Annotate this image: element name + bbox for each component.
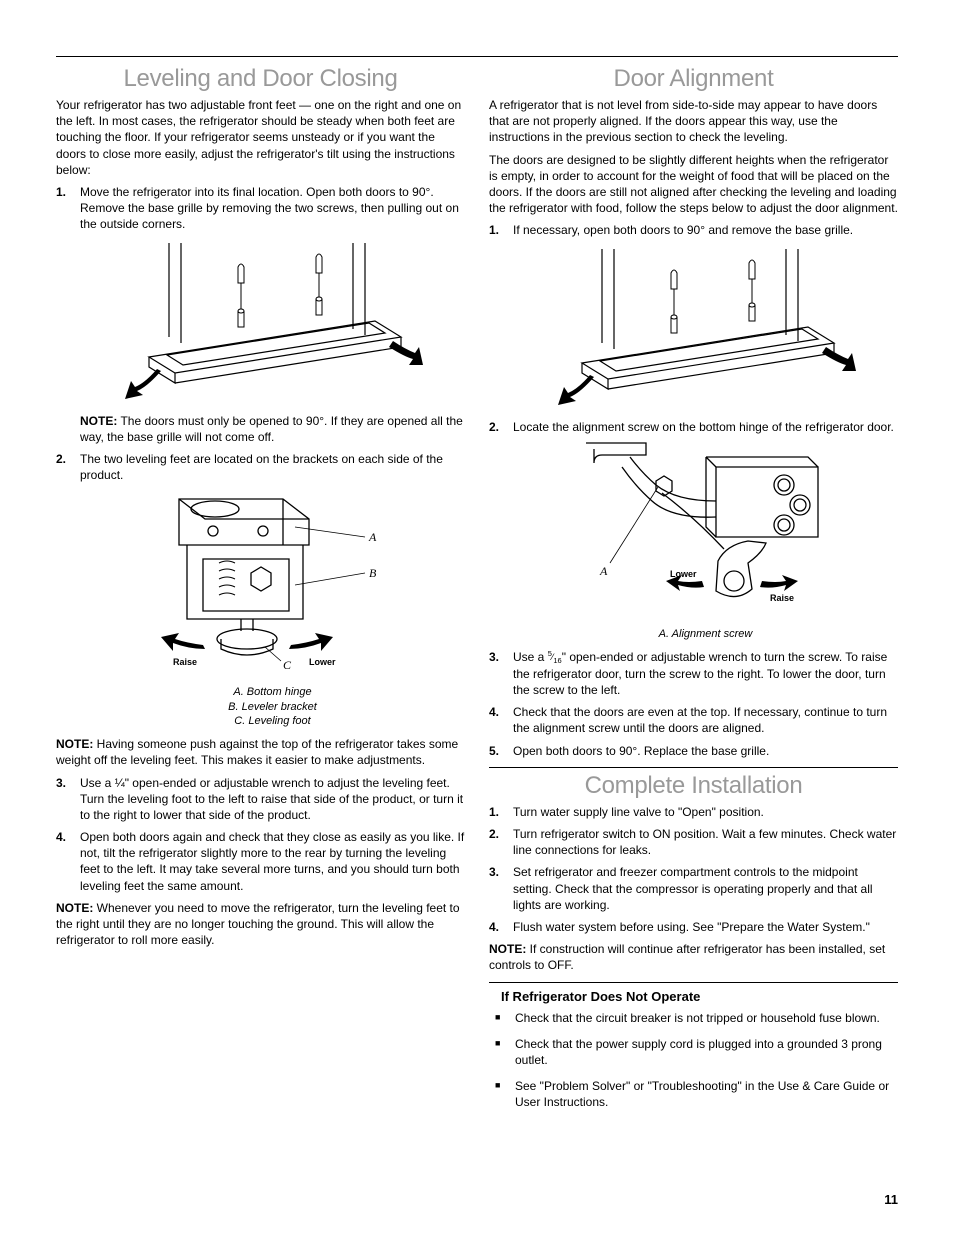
note-label: NOTE: (80, 414, 117, 428)
step3-post: " open-ended or adjustable wrench to adj… (80, 776, 463, 822)
bullet-1: Check that the circuit breaker is not tr… (489, 1010, 898, 1026)
leveling-foot-diagram-icon: A B C Raise Lower (143, 489, 403, 679)
leveling-step-3: 3. Use a ¼" open-ended or adjustable wre… (56, 775, 465, 824)
alignment-screw-diagram-icon: A Lower Raise (566, 441, 846, 621)
does-not-operate-heading: If Refrigerator Does Not Operate (501, 989, 898, 1004)
frac-den: 16 (553, 656, 561, 665)
da-intro-1: A refrigerator that is not level from si… (489, 97, 898, 146)
leveling-note-1: NOTE: The doors must only be opened to 9… (80, 413, 465, 445)
figure-grille-right (513, 245, 898, 413)
ci-step-4-text: Flush water system before using. See "Pr… (513, 920, 870, 934)
top-rule (56, 56, 898, 57)
legend-b: B. Leveler bracket (80, 700, 465, 714)
leveling-note-2: NOTE: Having someone push against the to… (56, 736, 465, 768)
grille-diagram-icon (123, 239, 423, 407)
figure-alignment-screw: A Lower Raise (513, 441, 898, 621)
da-step-2-text: Locate the alignment screw on the bottom… (513, 420, 894, 434)
leveling-steps-cont: 3. Use a ¼" open-ended or adjustable wre… (56, 775, 465, 894)
section-rule (489, 767, 898, 768)
note-3-text: Whenever you need to move the refrigerat… (56, 901, 460, 947)
leveling-step-1: 1. Move the refrigerator into its final … (56, 184, 465, 445)
note-1-text: The doors must only be opened to 90°. If… (80, 414, 463, 444)
legend-c: C. Leveling foot (80, 714, 465, 728)
leveling-step-1-text: Move the refrigerator into its final loc… (80, 185, 459, 231)
da-step3-post: " open-ended or adjustable wrench to tur… (513, 650, 887, 697)
figure-2-legend: A. Bottom hinge B. Leveler bracket C. Le… (80, 685, 465, 728)
leveling-intro: Your refrigerator has two adjustable fro… (56, 97, 465, 178)
raise-label: Raise (173, 657, 197, 667)
bullet-3: See "Problem Solver" or "Troubleshooting… (489, 1078, 898, 1110)
grille-diagram-icon (556, 245, 856, 413)
label-a: A (368, 530, 377, 544)
da-step-5: 5. Open both doors to 90°. Replace the b… (489, 743, 898, 759)
ci-note-text: If construction will continue after refr… (489, 942, 885, 972)
leveling-note-3: NOTE: Whenever you need to move the refr… (56, 900, 465, 949)
label-a: A (599, 564, 608, 578)
da-step-4: 4. Check that the doors are even at the … (489, 704, 898, 736)
leveling-steps: 1. Move the refrigerator into its final … (56, 184, 465, 728)
door-alignment-steps: 1. If necessary, open both doors to 90° … (489, 222, 898, 759)
note-2-text: Having someone push against the top of t… (56, 737, 458, 767)
right-column: Door Alignment A refrigerator that is no… (489, 61, 898, 1120)
door-alignment-heading: Door Alignment (489, 65, 898, 93)
raise-label: Raise (770, 593, 794, 603)
figure-3-legend: A. Alignment screw (513, 627, 898, 641)
leveling-step-2: 2. The two leveling feet are located on … (56, 451, 465, 728)
frac-num: 5 (548, 649, 552, 658)
ci-step-1: 1.Turn water supply line valve to "Open"… (489, 804, 898, 820)
troubleshoot-bullets: Check that the circuit breaker is not tr… (489, 1010, 898, 1111)
subsection-rule (489, 982, 898, 983)
ci-step-2-text: Turn refrigerator switch to ON position.… (513, 827, 896, 857)
two-column-layout: Leveling and Door Closing Your refrigera… (56, 61, 898, 1120)
leveling-step-2-text: The two leveling feet are located on the… (80, 452, 443, 482)
note-label: NOTE: (56, 737, 93, 751)
ci-note: NOTE: If construction will continue afte… (489, 941, 898, 973)
label-c: C (283, 658, 292, 672)
page: Leveling and Door Closing Your refrigera… (0, 0, 954, 1235)
step3-frac: ¼ (115, 776, 125, 790)
ci-step-1-text: Turn water supply line valve to "Open" p… (513, 805, 764, 819)
da-step3-pre: Use a (513, 650, 548, 664)
legend-a: A. Bottom hinge (80, 685, 465, 699)
ci-step-3-text: Set refrigerator and freezer compartment… (513, 865, 873, 911)
da-step-5-text: Open both doors to 90°. Replace the base… (513, 744, 769, 758)
da-step-1-text: If necessary, open both doors to 90° and… (513, 223, 853, 237)
da-step-3: 3. Use a 5⁄16" open-ended or adjustable … (489, 649, 898, 698)
da-step-2: 2. Locate the alignment screw on the bot… (489, 419, 898, 641)
note-label: NOTE: (489, 942, 526, 956)
figure-grille-left (80, 239, 465, 407)
da-step-1: 1. If necessary, open both doors to 90° … (489, 222, 898, 412)
page-number: 11 (884, 1192, 898, 1207)
figure-leveling-foot: A B C Raise Lower (80, 489, 465, 679)
legend-a: A. Alignment screw (513, 627, 898, 641)
bullet-2: Check that the power supply cord is plug… (489, 1036, 898, 1068)
ci-step-3: 3.Set refrigerator and freezer compartme… (489, 864, 898, 913)
complete-installation-steps: 1.Turn water supply line valve to "Open"… (489, 804, 898, 935)
leveling-step-4: 4. Open both doors again and check that … (56, 829, 465, 894)
lower-label: Lower (670, 569, 697, 579)
ci-step-2: 2.Turn refrigerator switch to ON positio… (489, 826, 898, 858)
lower-label: Lower (309, 657, 336, 667)
ci-step-4: 4.Flush water system before using. See "… (489, 919, 898, 935)
note-label: NOTE: (56, 901, 93, 915)
leveling-heading: Leveling and Door Closing (56, 65, 465, 93)
label-b: B (369, 566, 377, 580)
step3-pre: Use a (80, 776, 115, 790)
da-intro-2: The doors are designed to be slightly di… (489, 152, 898, 217)
left-column: Leveling and Door Closing Your refrigera… (56, 61, 465, 1120)
complete-installation-heading: Complete Installation (489, 772, 898, 800)
da-step-4-text: Check that the doors are even at the top… (513, 705, 887, 735)
leveling-step-4-text: Open both doors again and check that the… (80, 830, 464, 893)
